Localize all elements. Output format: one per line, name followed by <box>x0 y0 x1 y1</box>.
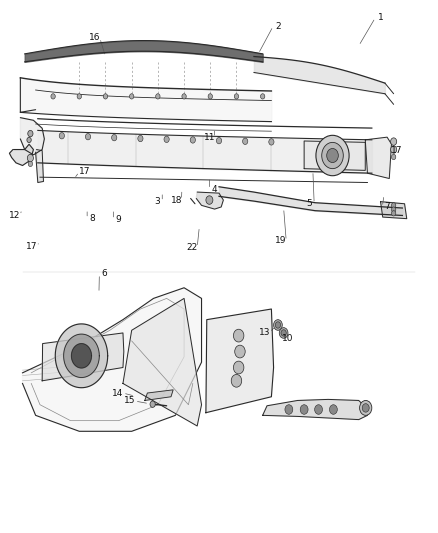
Text: 1: 1 <box>378 13 383 22</box>
Circle shape <box>360 400 372 415</box>
Circle shape <box>216 138 222 144</box>
Circle shape <box>233 361 244 374</box>
Text: 17: 17 <box>392 146 403 155</box>
Text: 22: 22 <box>186 243 198 252</box>
Circle shape <box>329 405 337 414</box>
Circle shape <box>233 329 244 342</box>
Circle shape <box>285 405 293 414</box>
Text: 4: 4 <box>212 185 217 194</box>
Circle shape <box>85 133 91 140</box>
Polygon shape <box>35 150 43 182</box>
Circle shape <box>59 133 64 139</box>
Circle shape <box>392 211 396 216</box>
Text: 3: 3 <box>154 197 160 206</box>
Circle shape <box>391 138 397 146</box>
Circle shape <box>130 94 134 99</box>
Text: 18: 18 <box>170 196 182 205</box>
Circle shape <box>112 134 117 141</box>
Polygon shape <box>206 309 274 413</box>
Polygon shape <box>64 334 99 377</box>
Circle shape <box>243 138 248 144</box>
Text: 2: 2 <box>276 22 281 31</box>
Polygon shape <box>10 144 33 165</box>
Polygon shape <box>22 288 201 431</box>
Polygon shape <box>196 192 223 209</box>
Circle shape <box>234 94 239 99</box>
Circle shape <box>276 322 281 328</box>
Circle shape <box>392 207 396 212</box>
Text: 12: 12 <box>9 211 21 220</box>
Text: 19: 19 <box>275 237 287 246</box>
Circle shape <box>28 161 32 166</box>
Circle shape <box>391 146 397 154</box>
Circle shape <box>150 401 155 407</box>
Circle shape <box>274 320 283 330</box>
Text: 14: 14 <box>112 389 124 398</box>
Polygon shape <box>365 137 392 179</box>
Polygon shape <box>20 118 44 155</box>
Circle shape <box>392 155 396 160</box>
Text: 9: 9 <box>116 215 121 224</box>
Polygon shape <box>123 298 201 426</box>
Text: 16: 16 <box>89 34 100 43</box>
Text: 7: 7 <box>385 203 390 212</box>
Text: 5: 5 <box>306 199 312 208</box>
Circle shape <box>314 405 322 414</box>
Circle shape <box>155 94 160 99</box>
Circle shape <box>281 330 286 336</box>
Text: 11: 11 <box>204 133 215 142</box>
Text: 17: 17 <box>79 167 90 176</box>
Circle shape <box>164 136 169 142</box>
Circle shape <box>206 196 213 204</box>
Circle shape <box>103 94 108 99</box>
Circle shape <box>190 137 195 143</box>
Circle shape <box>269 139 274 145</box>
Circle shape <box>231 374 242 387</box>
Text: 10: 10 <box>282 334 294 343</box>
Text: 17: 17 <box>25 242 37 251</box>
Circle shape <box>208 94 212 99</box>
Polygon shape <box>55 324 108 387</box>
Circle shape <box>327 149 338 163</box>
Polygon shape <box>381 201 407 219</box>
Text: 15: 15 <box>124 397 135 406</box>
Circle shape <box>261 94 265 99</box>
Text: 6: 6 <box>102 270 107 278</box>
Circle shape <box>182 94 186 99</box>
Circle shape <box>392 203 396 208</box>
Text: 8: 8 <box>89 214 95 223</box>
Circle shape <box>51 94 55 99</box>
Circle shape <box>279 328 288 338</box>
Polygon shape <box>71 344 92 368</box>
Circle shape <box>300 405 308 414</box>
Circle shape <box>322 142 343 168</box>
Circle shape <box>27 155 33 162</box>
Polygon shape <box>42 333 124 381</box>
Circle shape <box>27 138 31 143</box>
Text: 13: 13 <box>259 328 270 337</box>
Polygon shape <box>263 399 367 419</box>
Polygon shape <box>304 141 365 171</box>
Circle shape <box>138 135 143 142</box>
Polygon shape <box>145 390 173 400</box>
Circle shape <box>362 403 369 412</box>
Circle shape <box>77 94 81 99</box>
Circle shape <box>28 131 33 137</box>
Circle shape <box>235 345 245 358</box>
Circle shape <box>316 135 349 176</box>
